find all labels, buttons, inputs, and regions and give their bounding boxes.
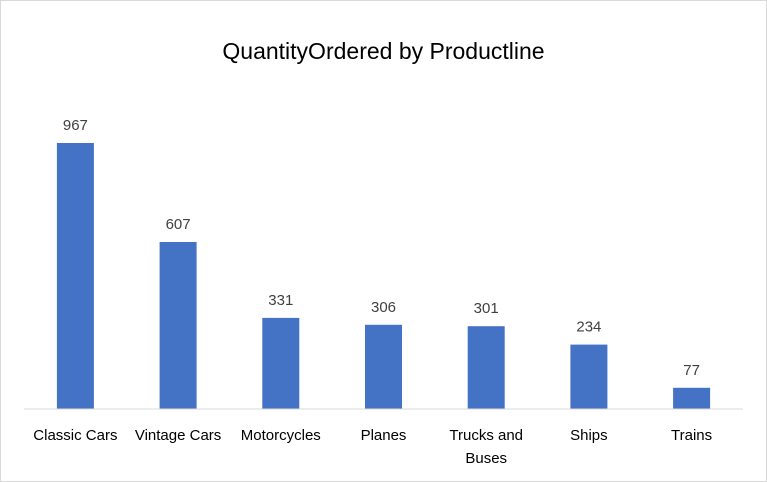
data-label-0: 967 [63,117,88,134]
data-label-2: 331 [268,292,293,309]
bar-6 [673,387,711,409]
data-label-3: 306 [371,299,396,316]
data-label-5: 234 [576,319,601,336]
bar-1 [159,242,197,409]
data-label-4: 301 [474,300,499,317]
category-label-2: Motorcycles [241,427,321,444]
bar-5 [570,344,608,409]
category-label-1: Vintage Cars [135,427,221,444]
category-label-6: Trains [671,427,712,444]
category-label-3: Planes [361,427,407,444]
category-label-5: Ships [570,427,608,444]
bar-2 [262,317,300,409]
chart-title: QuantityOrdered by Productline [222,38,545,64]
data-label-6: 77 [683,362,700,379]
bar-4 [467,326,505,409]
data-label-1: 607 [166,216,191,233]
bar-3 [365,324,402,409]
bar-0 [56,143,94,409]
category-label-4: Trucks and Buses [449,427,523,467]
category-label-0: Classic Cars [33,427,117,444]
